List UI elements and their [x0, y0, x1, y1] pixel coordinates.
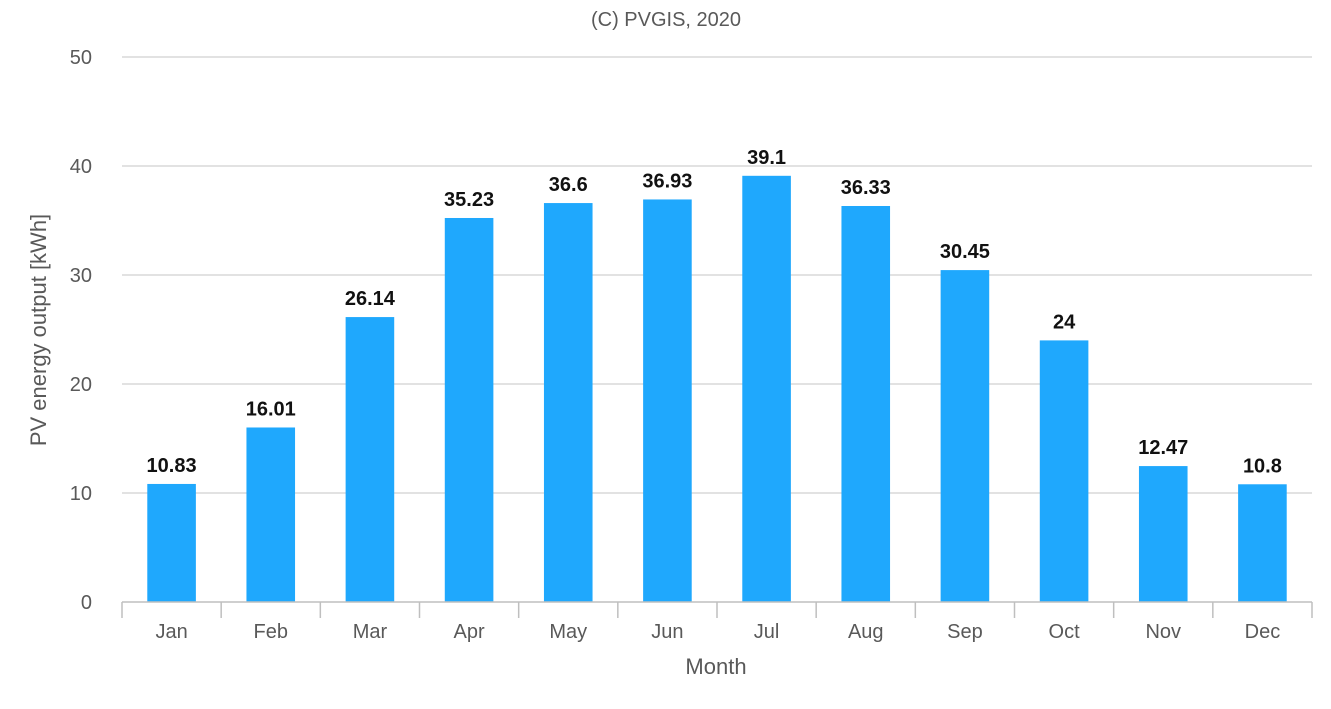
x-tick-label-apr: Apr	[454, 621, 485, 643]
data-label-may: 36.6	[549, 174, 588, 196]
x-tick-label-jan: Jan	[155, 621, 187, 643]
bar-dec	[1238, 484, 1287, 602]
y-tick-label: 20	[70, 374, 92, 396]
x-tick-label-may: May	[549, 621, 587, 643]
x-axis	[121, 601, 1313, 618]
y-tick-label: 10	[70, 483, 92, 505]
bar-jan	[147, 483, 196, 602]
chart-title: (C) PVGIS, 2020	[591, 9, 741, 31]
data-label-feb: 16.01	[246, 398, 296, 420]
x-axis-ticks: Jan Feb Mar Apr May Jun Jul Aug Sep Oct Nov Dec	[155, 621, 1280, 643]
data-label-oct: 24	[1053, 311, 1076, 333]
bar-mar	[345, 317, 395, 602]
data-label-jan: 10.83	[147, 455, 197, 477]
data-label-mar: 26.14	[345, 288, 396, 310]
x-axis-title: Month	[685, 654, 746, 679]
y-tick-label: 0	[81, 592, 92, 614]
bar-oct	[1039, 340, 1089, 602]
x-tick-label-sep: Sep	[947, 621, 983, 643]
data-labels: 10.83 16.01 26.14 35.23 36.6 36.93 39.1 36.33 30…	[147, 147, 1282, 477]
y-tick-label: 30	[70, 265, 92, 287]
bar-jun	[643, 199, 692, 602]
x-tick-label-jun: Jun	[651, 621, 683, 643]
bar-jul	[742, 175, 791, 602]
y-tick-label: 40	[70, 156, 92, 178]
y-axis-ticks: 0 10 20 30 40 50	[70, 47, 92, 614]
bar-may	[543, 203, 593, 602]
y-axis-title: PV energy output [kWh]	[26, 214, 51, 446]
y-gridlines	[122, 56, 1312, 494]
bar-feb	[246, 427, 296, 602]
data-label-nov: 12.47	[1138, 437, 1188, 459]
data-label-sep: 30.45	[940, 241, 990, 263]
data-label-jun: 36.93	[642, 170, 692, 192]
data-label-apr: 35.23	[444, 189, 494, 211]
y-tick-label: 50	[70, 47, 92, 69]
bars	[147, 175, 1287, 603]
x-tick-label-aug: Aug	[848, 621, 884, 643]
bar-apr	[444, 217, 494, 603]
x-tick-label-feb: Feb	[254, 621, 288, 643]
data-label-dec: 10.8	[1243, 455, 1282, 477]
x-tick-label-nov: Nov	[1145, 621, 1181, 643]
data-label-aug: 36.33	[841, 177, 891, 199]
x-tick-label-oct: Oct	[1049, 621, 1081, 643]
bar-nov	[1138, 466, 1188, 602]
bar-sep	[940, 270, 990, 602]
x-tick-label-jul: Jul	[754, 621, 780, 643]
bar-aug	[841, 206, 891, 603]
data-label-jul: 39.1	[747, 147, 786, 169]
x-tick-label-dec: Dec	[1245, 621, 1281, 643]
x-tick-label-mar: Mar	[353, 621, 388, 643]
